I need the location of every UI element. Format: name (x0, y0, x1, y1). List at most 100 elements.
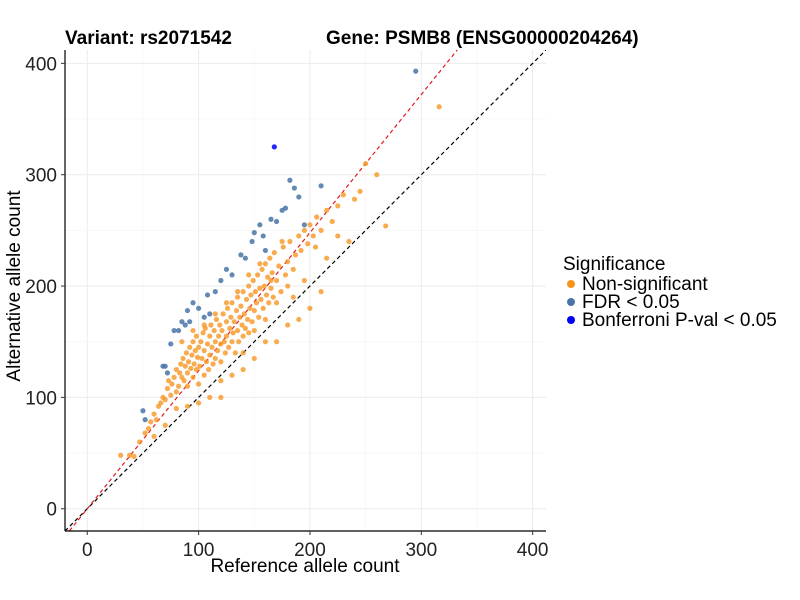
data-point (201, 348, 207, 354)
data-point (248, 292, 254, 298)
data-point (208, 322, 214, 328)
data-point (301, 277, 307, 284)
data-point (251, 230, 257, 236)
data-point (290, 266, 296, 272)
data-point (223, 319, 230, 325)
data-point (238, 252, 244, 258)
data-point (318, 227, 324, 233)
data-point (198, 339, 204, 345)
data-point (145, 425, 152, 432)
data-point (216, 333, 222, 339)
data-point (219, 327, 225, 334)
data-point (296, 233, 302, 239)
data-point (185, 359, 192, 365)
data-point (196, 344, 202, 350)
data-point (184, 383, 191, 389)
data-point (436, 104, 442, 110)
data-point (212, 355, 218, 362)
data-point (232, 350, 238, 356)
data-point (301, 222, 307, 228)
data-point (196, 381, 202, 387)
data-point (207, 394, 213, 400)
data-point (298, 247, 304, 254)
data-point (206, 366, 212, 373)
data-point (296, 194, 302, 200)
data-point (142, 417, 148, 423)
data-point (261, 283, 267, 289)
data-point (148, 419, 154, 425)
legend-swatch (567, 316, 575, 324)
data-point (287, 238, 293, 245)
data-point (201, 372, 207, 378)
data-point (171, 374, 177, 380)
data-point (213, 316, 220, 323)
data-point (305, 241, 311, 247)
data-point (175, 383, 182, 389)
x-tick-label: 300 (405, 540, 437, 561)
data-point (211, 327, 217, 334)
data-point (236, 339, 242, 345)
data-point (207, 311, 213, 317)
y-tick-label: 400 (25, 54, 57, 75)
data-point (285, 258, 291, 265)
data-point (282, 272, 289, 278)
data-point (223, 266, 230, 272)
data-point (251, 307, 257, 314)
data-point (233, 307, 240, 314)
data-point (279, 238, 285, 245)
data-point (282, 205, 289, 211)
legend-label: Bonferroni P-val < 0.05 (582, 310, 777, 331)
data-point (240, 333, 246, 339)
data-point (173, 389, 179, 395)
data-point (140, 408, 146, 414)
data-point (218, 394, 224, 400)
data-point (269, 270, 275, 276)
data-point (318, 183, 324, 189)
data-point (223, 300, 230, 306)
data-point (126, 452, 133, 458)
data-point (184, 403, 191, 409)
data-point (224, 305, 231, 311)
data-point (255, 272, 261, 278)
data-point (256, 314, 262, 320)
data-point (243, 296, 250, 303)
data-point (207, 333, 213, 339)
data-point (271, 144, 277, 150)
data-point (201, 322, 207, 328)
data-point (180, 355, 186, 362)
data-point (240, 366, 246, 373)
data-point (307, 222, 313, 228)
data-point (220, 311, 226, 317)
data-point (246, 330, 252, 336)
data-point (136, 439, 143, 445)
data-point (247, 305, 253, 311)
data-point (273, 339, 280, 345)
x-tick-label: 100 (183, 540, 215, 561)
data-point (197, 363, 203, 369)
data-point (273, 300, 280, 306)
data-point (374, 172, 380, 178)
data-point (151, 433, 157, 439)
data-point (239, 322, 245, 328)
data-point (240, 350, 246, 356)
data-point (252, 289, 258, 295)
data-point (242, 255, 248, 261)
data-point (234, 327, 241, 334)
data-point (265, 274, 271, 280)
data-point (229, 272, 235, 278)
data-point (241, 311, 247, 317)
data-point (257, 261, 263, 267)
data-point (291, 185, 297, 191)
data-point (209, 344, 215, 350)
chart-title-gene: Gene: PSMB8 (ENSG00000204264) (326, 28, 639, 49)
data-point (314, 214, 320, 220)
data-point (257, 222, 263, 228)
data-point (179, 319, 185, 325)
data-point (234, 294, 241, 300)
data-point (229, 372, 235, 378)
data-point (194, 354, 201, 360)
data-point (190, 374, 196, 380)
